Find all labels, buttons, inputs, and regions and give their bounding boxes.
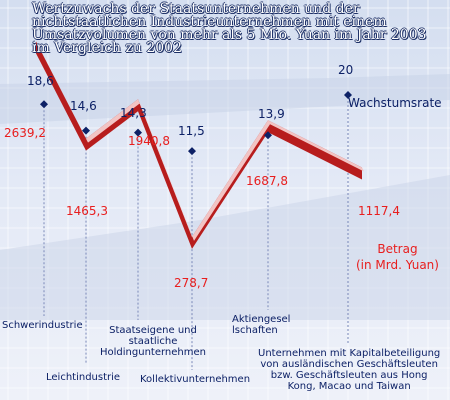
category-label-aktiengesellschaften: Aktiengesel lschaften [232, 314, 291, 336]
amount-label-leichtindustrie: 1465,3 [66, 204, 108, 218]
category-label-auslaendisch: Unternehmen mit Kapitalbeteiligung von a… [258, 348, 441, 392]
rate-label-schwerindustrie: 18,6 [27, 74, 54, 88]
amount-label-auslaendisch: 1117,4 [358, 204, 400, 218]
rate-marker [82, 126, 90, 135]
category-label-schwerindustrie: Schwerindustrie [2, 320, 83, 331]
legend-amount-line2: (in Mrd. Yuan) [356, 258, 439, 272]
category-label-kollektiv: Kollektivunternehmen [140, 374, 251, 385]
rate-label-kollektiv: 11,5 [178, 124, 205, 138]
rate-label-leichtindustrie: 14,6 [70, 99, 97, 113]
amount-ribbon-side [36, 41, 362, 249]
background-band-lower [0, 175, 450, 320]
rate-marker [40, 100, 48, 109]
background-band-upper [0, 74, 450, 124]
legend-amount-label: Betrag (in Mrd. Yuan) [356, 241, 439, 273]
rate-marker [188, 147, 196, 156]
rate-marker [134, 128, 142, 137]
rate-marker [264, 131, 272, 140]
rate-label-staatseigene: 14,3 [120, 106, 147, 120]
rate-label-auslaendisch: 20 [338, 63, 354, 77]
amount-label-aktiengesellschaften: 1687,8 [246, 174, 288, 188]
amount-label-staatseigene: 1940,8 [128, 134, 170, 148]
category-label-staatseigene: Staatseigene und staatliche Holdingunter… [100, 325, 206, 358]
rate-marker [344, 91, 352, 99]
chart-title: Wertzuwachs der Staatsunternehmen und de… [32, 1, 427, 56]
amount-label-kollektiv: 278,7 [174, 276, 209, 290]
category-label-leichtindustrie: Leichtindustrie [46, 372, 121, 383]
rate-label-aktiengesellschaften: 13,9 [258, 107, 285, 121]
legend-rate-label: Wachstumsrate [348, 96, 442, 110]
amount-label-schwerindustrie: 2639,2 [4, 126, 46, 140]
legend-amount-line1: Betrag [377, 242, 418, 256]
